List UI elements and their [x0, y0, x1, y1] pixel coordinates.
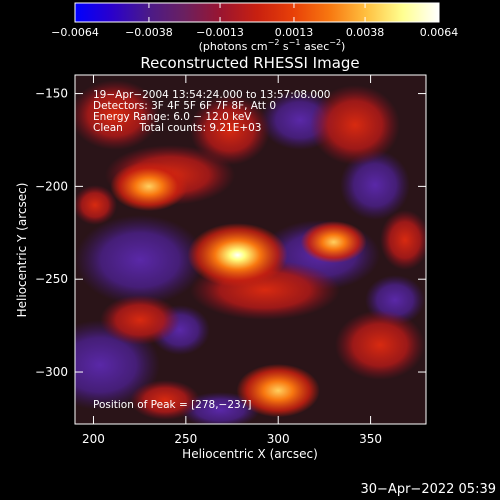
emission-source [110, 161, 188, 212]
colorbar-tick-label: 0.0013 [275, 26, 314, 39]
y-axis-label: Heliocentric Y (arcsec) [15, 183, 29, 318]
axis-ticks: 200 250 300 350 −150 −200 −250 −300 [35, 75, 426, 446]
heatmap-image [75, 75, 426, 424]
colorbar-tick-label: −0.0013 [196, 26, 244, 39]
chart-title: Reconstructed RHESSI Image [140, 54, 359, 72]
annotation-time-range: 19−Apr−2004 13:54:24.000 to 13:57:08.000 [93, 89, 330, 101]
emission-source [300, 221, 367, 264]
red-region [380, 210, 426, 270]
x-axis-label: Heliocentric X (arcsec) [182, 447, 318, 461]
x-tick-label: 250 [174, 432, 197, 446]
red-region [335, 310, 425, 380]
y-tick-label: −150 [35, 87, 68, 101]
colorbar-tick-label: −0.0064 [51, 26, 99, 39]
red-region [310, 85, 400, 165]
y-tick-label: −200 [35, 179, 68, 193]
annotation-clean-counts: Clean Total counts: 9.21E+03 [93, 122, 262, 134]
heatmap-texture [75, 80, 426, 424]
emission-sources [110, 161, 367, 418]
peak-source [187, 223, 288, 288]
red-region [190, 95, 270, 165]
red-region [100, 295, 180, 345]
annotation-energy-range: Energy Range: 6.0 − 12.0 keV [93, 111, 252, 123]
colorbar-tick-label: 0.0064 [420, 26, 459, 39]
colorbar-unit-label: (photons cm−2 s−1 asec−2) [199, 38, 346, 53]
x-tick-label: 300 [267, 432, 290, 446]
purple-region [340, 150, 410, 220]
purple-region [75, 215, 205, 305]
red-region [130, 380, 200, 420]
colorbar-tick-label: 0.0038 [346, 26, 385, 39]
peak-position-label: Position of Peak = [278,−237] [93, 399, 252, 411]
emission-source [236, 363, 320, 418]
red-region [75, 80, 160, 150]
x-tick-label: 200 [82, 432, 105, 446]
y-tick-label: −300 [35, 365, 68, 379]
annotation-detectors: Detectors: 3F 4F 5F 6F 7F 8F, Att 0 [93, 100, 276, 112]
colorbar-tick-label: −0.0038 [125, 26, 173, 39]
info-annotations: 19−Apr−2004 13:54:24.000 to 13:57:08.000… [93, 89, 330, 134]
red-region [75, 185, 117, 225]
plot-frame [74, 74, 427, 425]
colorbar: −0.0064 −0.0038 −0.0013 0.0013 0.0038 0.0064 … [51, 2, 458, 53]
y-tick-label: −250 [35, 272, 68, 286]
footer-timestamp: 30−Apr−2022 05:39 [361, 482, 497, 497]
colorbar-strip [74, 2, 440, 23]
colorbar-ticks: −0.0064 −0.0038 −0.0013 0.0013 0.0038 0.0064 [51, 3, 458, 39]
x-tick-label: 350 [359, 432, 382, 446]
